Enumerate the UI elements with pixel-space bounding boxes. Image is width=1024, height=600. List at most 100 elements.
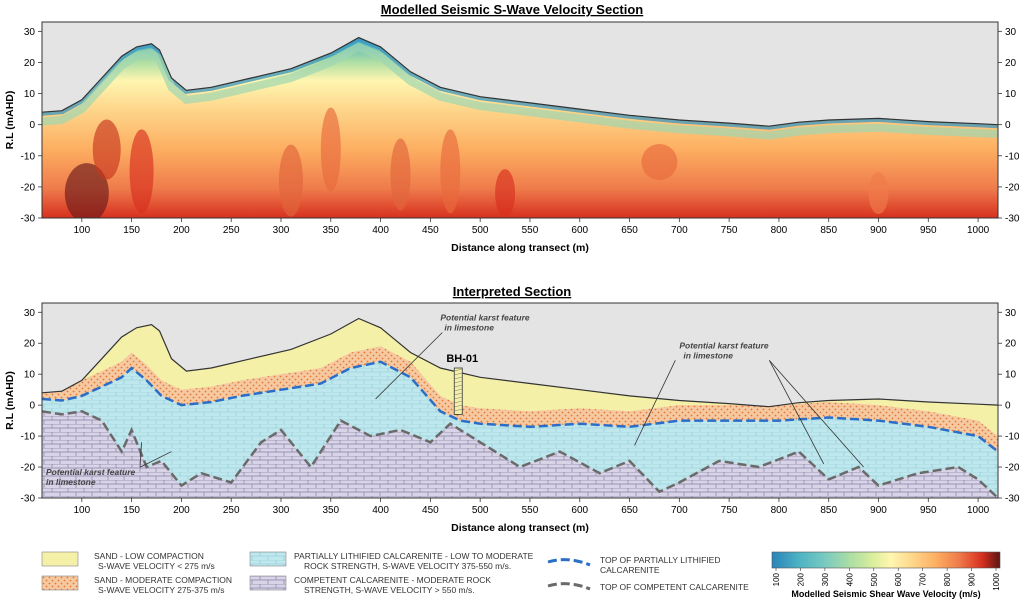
top-y-tick-label: 10 [24, 89, 36, 100]
colorbar-tick-label: 400 [845, 572, 854, 586]
top-y-tick-label: 30 [24, 27, 36, 38]
top-plot-frame [41, 21, 999, 219]
colorbar-tick-label: 800 [943, 572, 952, 586]
legend-label-partial-1: PARTIALLY LITHIFIED CALCARENITE - LOW TO… [294, 551, 534, 561]
top-y-axis-label: R.L (mAHD) [4, 91, 16, 150]
borehole-bh01 [453, 367, 463, 415]
velocity-anomaly [64, 163, 109, 218]
bottom-y-axis-label: R.L (mAHD) [4, 371, 16, 430]
borehole-hatch [454, 384, 463, 388]
top-x-tick-label: 1000 [967, 225, 990, 236]
bottom-y-tick-label: 20 [24, 339, 36, 350]
velocity-anomaly [278, 144, 303, 217]
bottom-x-axis-label: Distance along transect (m) [451, 522, 589, 534]
bottom-plot-frame [41, 302, 999, 499]
bottom-y-tick-label-right: 0 [1005, 401, 1011, 412]
borehole-hatch [454, 368, 463, 372]
bottom-y-tick-label-right: 20 [1005, 339, 1017, 350]
legend-label-sand-mod-1: SAND - MODERATE COMPACTION [94, 575, 232, 585]
bottom-x-tick-label: 500 [472, 505, 489, 516]
top-x-tick-label: 300 [273, 225, 290, 236]
top-y-tick-label-right: 10 [1005, 89, 1017, 100]
borehole-hatch [454, 404, 463, 408]
borehole-hatch [454, 400, 463, 404]
borehole-hatch [454, 392, 463, 396]
top-y-tick-label: 20 [24, 58, 36, 69]
bottom-x-tick-label: 250 [223, 505, 240, 516]
colorbar-tick-label: 1000 [992, 572, 1001, 590]
colorbar-tick-label: 300 [821, 572, 830, 586]
bottom-y-tick-label-right: 10 [1005, 370, 1017, 381]
bottom-x-tick-label: 400 [372, 505, 389, 516]
legend-label-competent-2: STRENGTH, S-WAVE VELOCITY > 550 m/s. [304, 585, 475, 595]
borehole-hatch [454, 380, 463, 384]
top-partially-lithified-line [42, 360, 998, 453]
borehole-label: BH-01 [446, 353, 478, 365]
bottom-x-tick-label: 650 [621, 505, 638, 516]
top-x-tick-label: 850 [820, 225, 837, 236]
top-y-tick-label-right: -20 [1005, 182, 1020, 193]
bottom-y-tick-label-right: 30 [1005, 308, 1017, 319]
bottom-x-tick-label: 800 [771, 505, 788, 516]
velocity-anomaly [320, 107, 341, 192]
borehole-hatch [454, 372, 463, 376]
colorbar-tick-label: 500 [870, 572, 879, 586]
top-x-tick-label: 500 [472, 225, 489, 236]
top-x-tick-label: 100 [73, 225, 90, 236]
legend-swatch-sand-low [41, 551, 79, 567]
legend-label-competent-1: COMPETENT CALCARENITE - MODERATE ROCK [294, 575, 491, 585]
chart-title-bottom: Interpreted Section [453, 284, 572, 299]
top-y-tick-label-right: -30 [1005, 214, 1020, 225]
legend-label-top-competent-1: TOP OF COMPETENT CALCARENITE [600, 582, 749, 592]
top-y-tick-label: -30 [21, 214, 36, 225]
velocity-section-plot: 100 150 200 250 300 350 400 450 500 550 600 650 700 7… [4, 21, 1020, 254]
legend-label-partial-2: ROCK STRENGTH, S-WAVE VELOCITY 375-550 m… [304, 561, 511, 571]
top-y-tick-label: 0 [29, 120, 35, 131]
chart-title-top: Modelled Seismic S-Wave Velocity Section [381, 2, 644, 17]
top-y-tick-label-right: 20 [1005, 58, 1017, 69]
top-x-tick-label: 200 [173, 225, 190, 236]
annotation-karst-right-leader [769, 360, 864, 468]
annotation-karst-right-leader [634, 360, 676, 446]
top-y-tick-label: -10 [21, 151, 36, 162]
annotation-karst-right-line1: Potential karst feature [679, 340, 769, 350]
colorbar: 100 200 300 400 500 600 700 800 900 1000 Modelled… [771, 551, 1001, 599]
annotation-karst-right-line2: in limestone [683, 350, 733, 360]
top-x-tick-label: 650 [621, 225, 638, 236]
borehole-hatch [454, 376, 463, 380]
velocity-anomaly [92, 119, 121, 180]
top-x-tick-label: 950 [920, 225, 937, 236]
bottom-y-tick-label: -10 [21, 432, 36, 443]
borehole-hatch [454, 408, 463, 412]
legend-label-sand-mod-2: S-WAVE VELOCITY 275-375 m/s [98, 585, 224, 595]
bottom-y-tick-label: 0 [29, 401, 35, 412]
bottom-y-tick-label: -20 [21, 463, 36, 474]
top-x-tick-label: 400 [372, 225, 389, 236]
top-x-tick-label: 800 [771, 225, 788, 236]
bottom-y-tick-label: 30 [24, 308, 36, 319]
velocity-anomaly [129, 129, 154, 214]
legend: SAND - LOW COMPACTION S-WAVE VELOCITY < … [41, 551, 749, 595]
legend-line-top-competent [547, 582, 591, 591]
colorbar-tick-label: 100 [772, 572, 781, 586]
colorbar-tick-label: 900 [968, 572, 977, 586]
bottom-x-tick-label: 950 [920, 505, 937, 516]
bottom-x-tick-label: 600 [571, 505, 588, 516]
top-x-tick-label: 900 [870, 225, 887, 236]
bottom-x-tick-label: 350 [322, 505, 339, 516]
legend-swatch-competent [249, 575, 287, 591]
top-x-tick-label: 750 [721, 225, 738, 236]
bottom-y-tick-label: 10 [24, 370, 36, 381]
colorbar-tick-label: 600 [894, 572, 903, 586]
colorbar-gradient [771, 551, 1001, 569]
velocity-anomaly [390, 138, 411, 211]
legend-swatch-sand-mod [41, 575, 79, 591]
top-x-tick-label: 550 [522, 225, 539, 236]
bottom-x-tick-label: 850 [820, 505, 837, 516]
annotation-karst-top-leader [375, 332, 443, 400]
annotation-karst-left-leader [139, 442, 142, 468]
top-x-axis-label: Distance along transect (m) [451, 242, 589, 254]
annotation-karst-top-line2: in limestone [444, 322, 494, 332]
